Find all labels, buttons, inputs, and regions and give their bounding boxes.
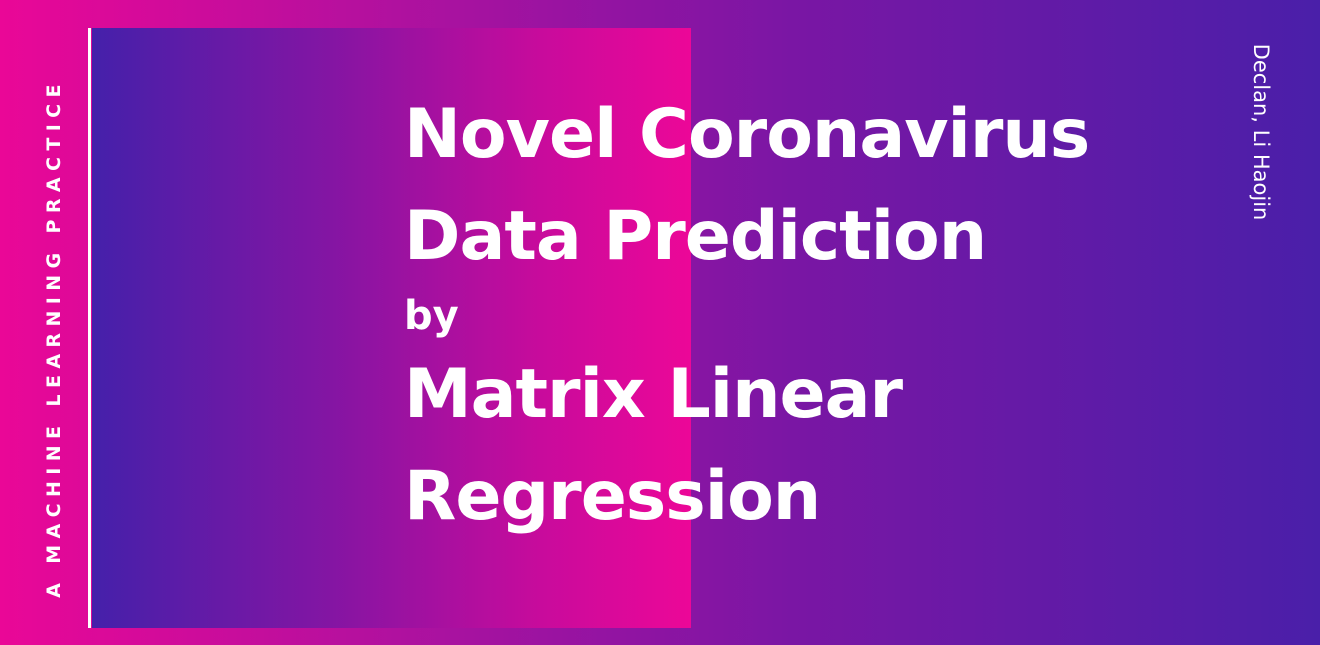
author-name: Declan, Li Haojin	[1249, 43, 1273, 221]
title-line-4: Matrix Linear	[404, 355, 903, 434]
side-label: A MACHINE LEARNING PRACTICE	[43, 78, 65, 598]
gradient-panel	[92, 28, 691, 628]
title-line-2: Data Prediction	[404, 197, 987, 276]
title-line-5: Regression	[404, 457, 821, 536]
cover-title: Novel Coronavirus Data Prediction by Mat…	[404, 84, 1090, 548]
title-line-1: Novel Coronavirus	[404, 95, 1090, 174]
title-line-3: by	[404, 293, 459, 339]
vertical-divider	[88, 28, 91, 628]
